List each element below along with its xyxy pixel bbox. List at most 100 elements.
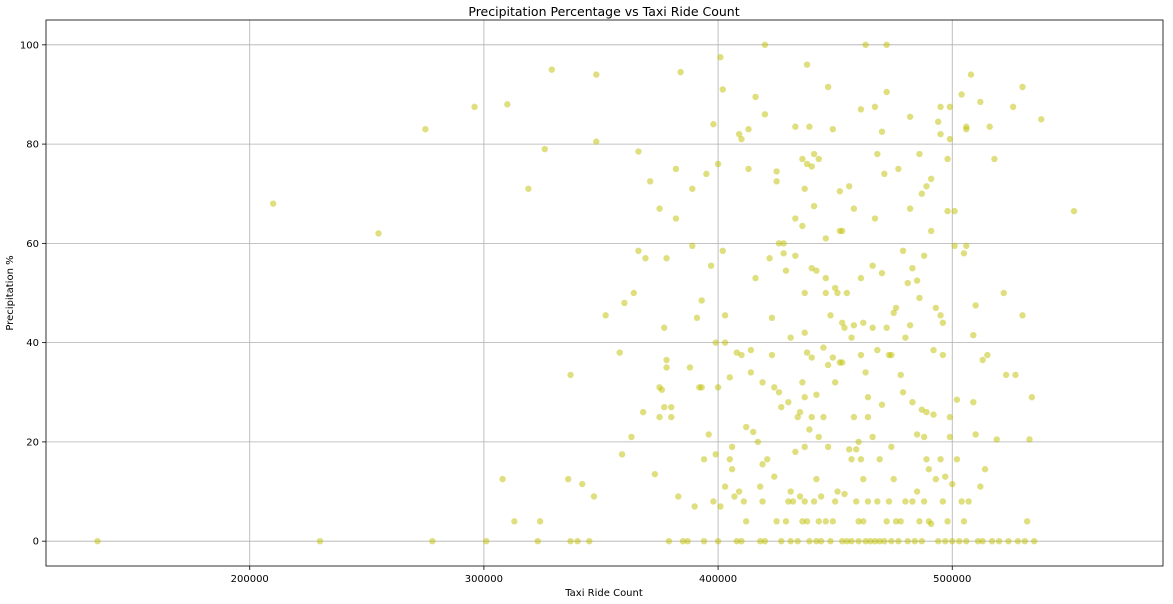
data-point (920, 252, 928, 259)
data-point (920, 433, 928, 441)
data-point (883, 88, 890, 96)
data-point (808, 264, 815, 272)
data-point (963, 537, 970, 545)
data-point (881, 537, 888, 545)
data-point (754, 438, 762, 446)
data-point (787, 537, 794, 545)
data-point (934, 537, 942, 545)
data-point (672, 215, 680, 222)
data-point (946, 433, 954, 441)
data-point (785, 498, 792, 505)
data-point (883, 41, 890, 49)
chart-title: Precipitation Percentage vs Taxi Ride Co… (468, 4, 739, 19)
y-tick-label: 0 (33, 537, 39, 548)
grid-lines (46, 20, 1163, 566)
data-point (703, 170, 710, 178)
data-point (1019, 312, 1026, 319)
data-point (801, 498, 808, 505)
data-point (759, 379, 766, 386)
data-point (890, 309, 897, 317)
data-point (1012, 371, 1019, 379)
data-point (899, 247, 907, 255)
data-point (944, 155, 951, 163)
data-point (838, 537, 846, 545)
data-point (747, 369, 755, 376)
data-point (885, 498, 893, 505)
data-point (799, 379, 806, 386)
data-point (712, 451, 719, 458)
data-point (801, 394, 808, 401)
data-point (803, 349, 811, 356)
data-point (726, 456, 733, 463)
data-point (974, 537, 982, 545)
data-point (918, 537, 926, 545)
data-point (752, 274, 759, 282)
data-point (937, 130, 944, 138)
data-point (738, 537, 745, 545)
data-point (923, 183, 930, 190)
data-point (801, 443, 808, 451)
data-point (822, 289, 829, 297)
data-point (831, 379, 839, 386)
data-point (846, 183, 853, 190)
data-point (651, 470, 659, 478)
data-point (949, 537, 956, 545)
data-point (838, 227, 846, 235)
data-point (815, 433, 822, 441)
data-point (639, 408, 647, 416)
data-point (876, 456, 883, 463)
data-point (728, 443, 736, 451)
data-point (621, 299, 628, 307)
data-point (586, 537, 593, 545)
data-point (813, 267, 820, 274)
data-point (967, 71, 975, 78)
data-point (986, 123, 993, 130)
data-point (846, 446, 853, 453)
data-point (771, 384, 778, 391)
data-point (867, 537, 874, 545)
data-points (94, 41, 1078, 545)
data-point (1026, 436, 1033, 443)
data-point (717, 503, 724, 510)
data-point (799, 222, 806, 230)
data-point (733, 537, 741, 545)
data-point (792, 252, 799, 259)
data-point (735, 130, 743, 138)
data-point (764, 456, 771, 463)
y-tick-label: 60 (26, 239, 39, 250)
data-point (663, 255, 670, 262)
data-point (721, 312, 729, 319)
data-point (567, 371, 574, 379)
data-point (892, 304, 900, 312)
data-point (827, 312, 834, 319)
data-point (902, 334, 909, 341)
data-point (897, 371, 904, 379)
data-point (794, 413, 801, 421)
data-point (773, 178, 780, 185)
data-point (965, 498, 972, 505)
data-point (883, 518, 890, 525)
data-point (714, 160, 722, 168)
data-point (827, 537, 834, 545)
data-point (534, 537, 541, 545)
data-point (906, 205, 914, 212)
data-point (815, 518, 822, 525)
y-tick-label: 40 (26, 338, 39, 349)
data-point (483, 537, 490, 545)
data-point (824, 361, 832, 369)
data-point (675, 493, 682, 500)
data-point (808, 413, 815, 421)
data-point (937, 103, 944, 111)
data-point (1038, 116, 1045, 123)
data-point (801, 329, 808, 336)
data-point (960, 518, 968, 525)
data-point (628, 433, 635, 441)
data-point (801, 289, 808, 297)
data-point (511, 518, 518, 525)
data-point (787, 334, 794, 341)
data-point (888, 537, 895, 545)
data-point (981, 466, 989, 473)
data-point (895, 537, 902, 545)
data-point (946, 413, 954, 421)
